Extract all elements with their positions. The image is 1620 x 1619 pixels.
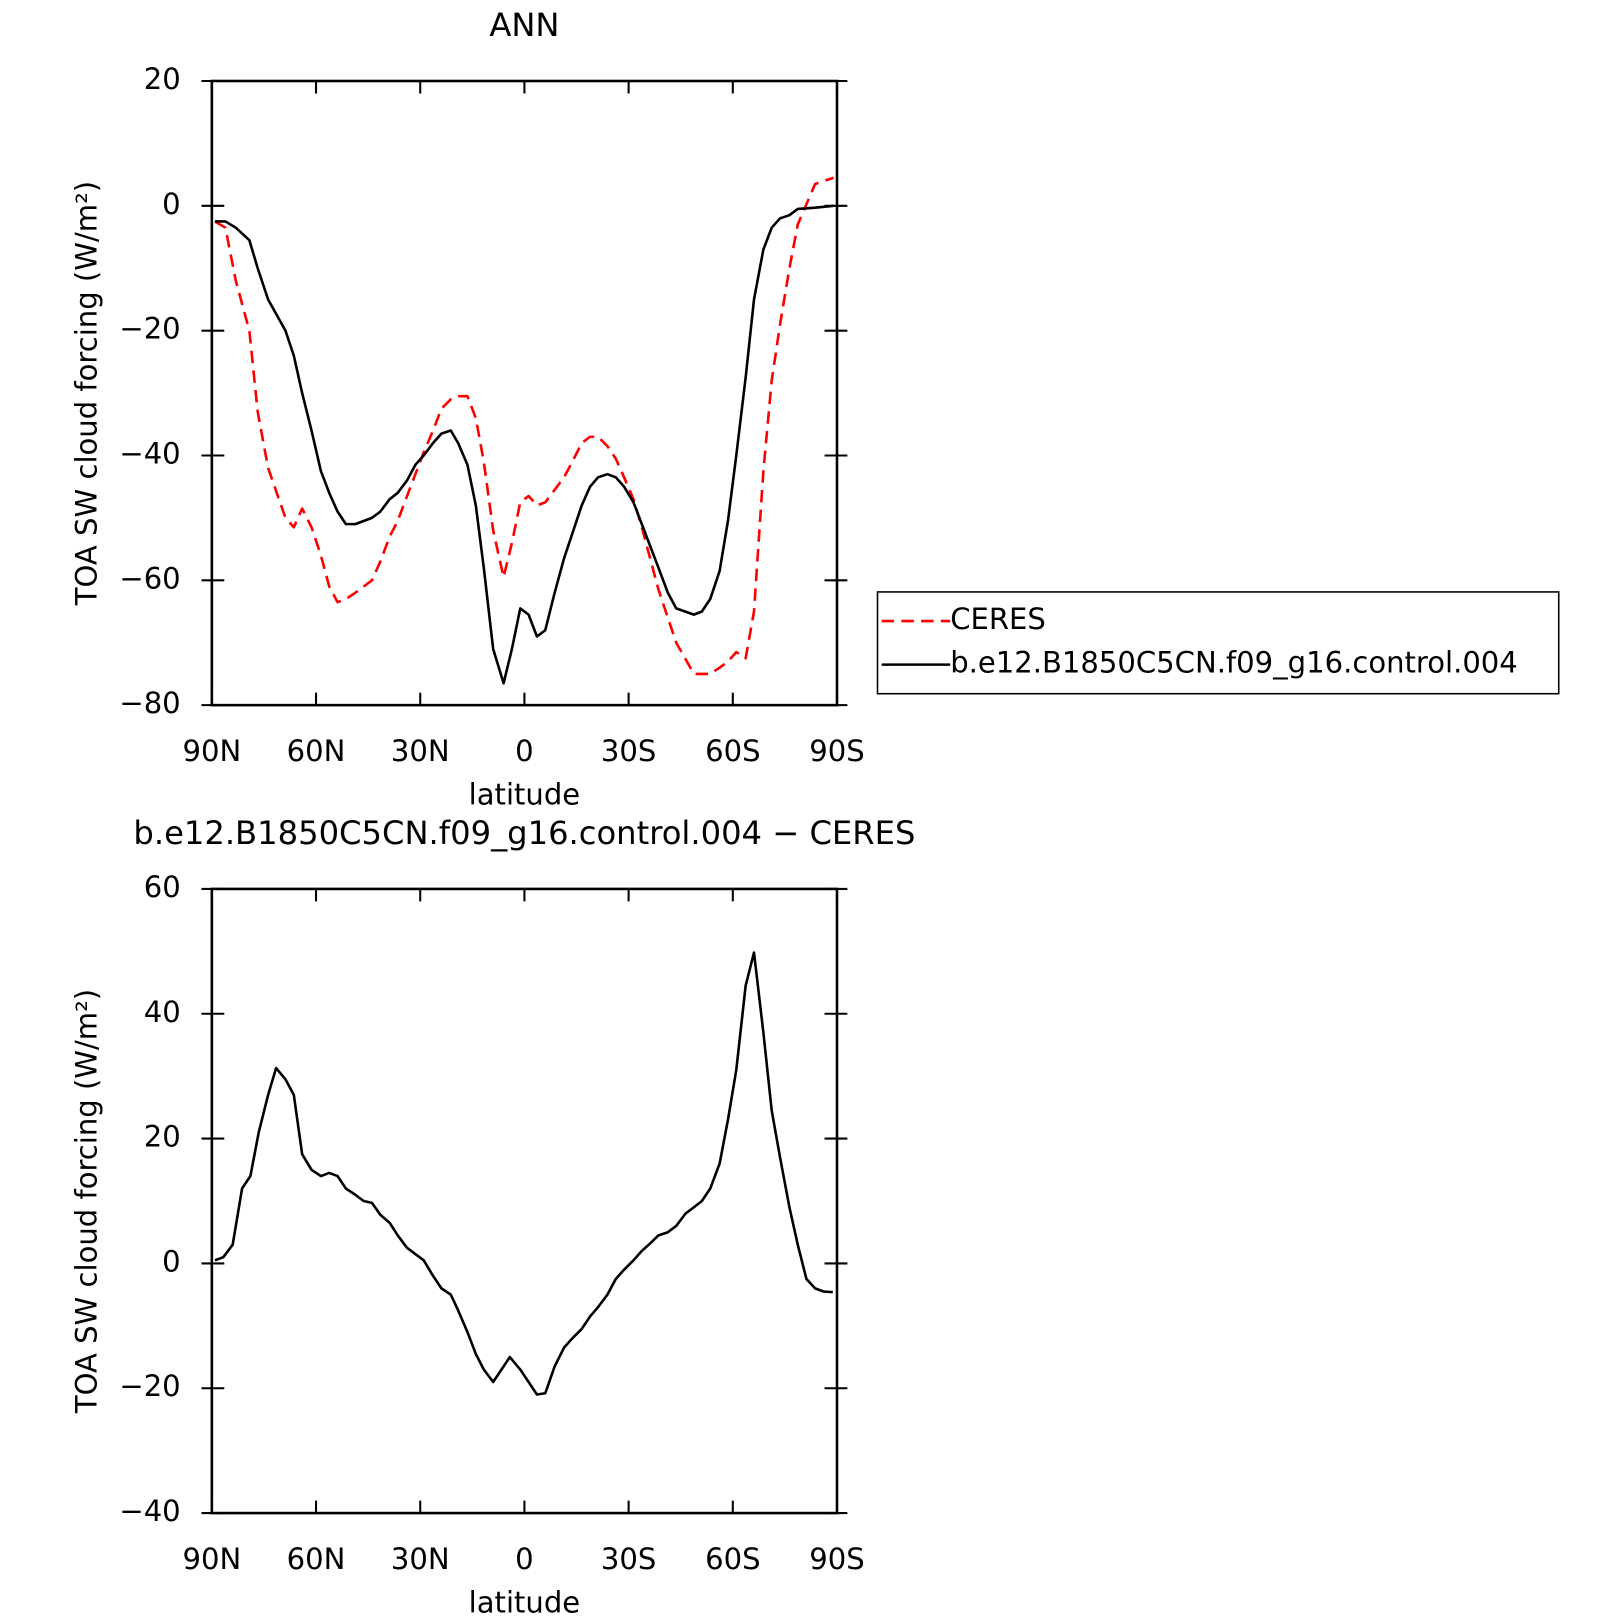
x-tick-label: 90S (809, 1542, 864, 1576)
y-tick-label: −40 (119, 1494, 180, 1528)
data-line (214, 204, 834, 685)
y-tick-label: −20 (119, 1369, 180, 1403)
x-tick-label: 60N (287, 1542, 346, 1576)
y-tick-label: 20 (144, 62, 181, 96)
x-tick-label: 90N (182, 734, 241, 768)
y-tick-label: 60 (144, 870, 181, 904)
chart-title: b.e12.B1850C5CN.f09_g16.control.004 − CE… (133, 814, 915, 852)
plot-frame (210, 79, 839, 707)
legend-label: b.e12.B1850C5CN.f09_g16.control.004 (950, 646, 1518, 680)
y-axis-label: TOA SW cloud forcing (W/m²) (69, 989, 103, 1414)
y-tick-label: −80 (119, 686, 180, 720)
y-tick-label: 0 (162, 187, 180, 221)
x-tick-label: 60S (705, 734, 760, 768)
legend-label: CERES (950, 602, 1046, 636)
x-tick-label: 0 (515, 1542, 533, 1576)
data-line (214, 176, 834, 676)
y-tick-label: 40 (144, 995, 181, 1029)
y-axis-label: TOA SW cloud forcing (W/m²) (69, 181, 103, 606)
x-axis-label: latitude (469, 1585, 580, 1619)
legend-box (876, 591, 1560, 695)
data-line (214, 951, 833, 1396)
chart-title: ANN (489, 6, 559, 44)
y-tick-label: −20 (119, 312, 180, 346)
x-tick-label: 30S (601, 1542, 656, 1576)
x-tick-label: 30N (391, 1542, 450, 1576)
x-tick-label: 60S (705, 1542, 760, 1576)
x-tick-label: 90N (182, 1542, 241, 1576)
y-tick-label: −40 (119, 436, 180, 470)
x-tick-label: 60N (287, 734, 346, 768)
x-axis-label: latitude (469, 778, 580, 812)
y-tick-label: 0 (162, 1244, 180, 1278)
y-tick-label: −60 (119, 561, 180, 595)
x-tick-label: 90S (809, 734, 864, 768)
y-tick-label: 20 (144, 1120, 181, 1154)
x-tick-label: 30S (601, 734, 656, 768)
x-tick-label: 30N (391, 734, 450, 768)
plot-frame (210, 887, 839, 1515)
x-tick-label: 0 (515, 734, 533, 768)
